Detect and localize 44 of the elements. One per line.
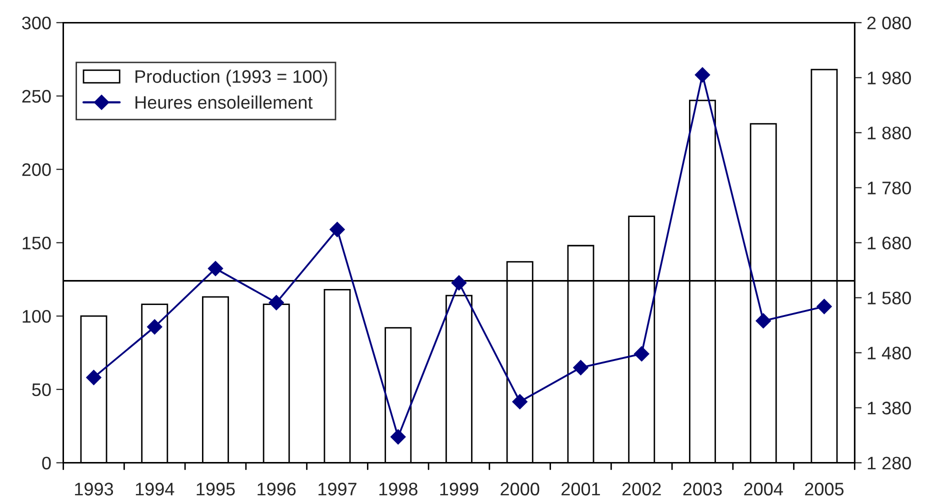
legend-label: Heures ensoleillement [136,96,313,109]
point [330,222,345,238]
y2-tick-label: 1 980 [868,72,911,84]
point [816,298,832,314]
point [208,260,224,276]
y-tick-label: 250 [22,90,51,103]
y-tick-label: 300 [22,16,51,30]
point [390,429,406,444]
x-tick-label: 1996 [258,482,296,496]
x-tick-label: 1993 [75,482,114,496]
point [86,370,102,386]
y2-tick-label: 1 280 [868,456,911,470]
y-tick-label: 50 [32,383,51,396]
point [147,319,162,334]
point [268,295,284,310]
x-tick-label: 1995 [196,482,235,496]
x-tick-label: 1998 [379,482,418,496]
x-tick-label: 1994 [136,482,174,496]
y2-tick-label: 1 680 [868,236,911,250]
y2-tick-label: 1 380 [868,402,911,414]
x-tick-label: 2001 [562,482,600,496]
y2-tick-label: 1 480 [868,346,911,360]
legend-label: Production (1993 = 100) [136,70,328,87]
y-tick-label: 0 [42,456,51,470]
x-tick-label: 2003 [683,482,722,496]
point [512,394,528,410]
x-tick-label: 2005 [805,482,844,496]
y2-tick-label: 2 080 [867,16,911,30]
point [451,275,467,290]
y2-tick-label: 1 780 [868,182,911,194]
x-tick-label: 2000 [500,482,540,496]
y-tick-label: 150 [22,236,51,250]
point [694,67,710,82]
x-tick-label: 2004 [744,482,783,496]
point [756,313,771,328]
y-tick-label: 200 [22,163,51,176]
point [634,346,650,362]
y-tick-label: 100 [22,310,51,323]
y2-tick-label: 1 580 [868,292,911,304]
x-tick-label: 1997 [318,482,356,496]
y2-tick-label: 1 880 [868,126,911,140]
x-tick-label: 2002 [622,482,661,496]
point [573,360,588,376]
x-tick-label: 1999 [440,482,478,496]
